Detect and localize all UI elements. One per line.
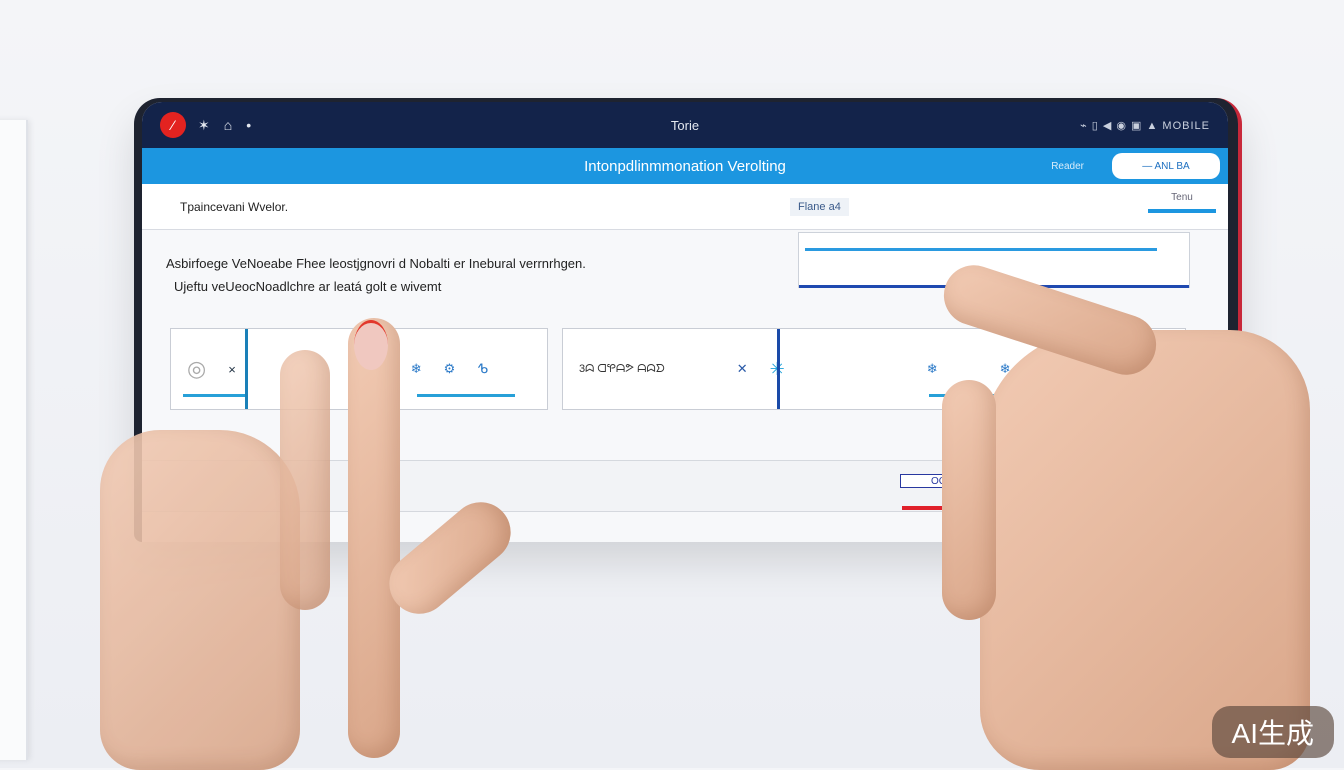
header-link[interactable]: Reader <box>1051 160 1084 172</box>
gear-icon: ⚙ <box>443 361 456 376</box>
section-label: Tpaincevani Wvelor. <box>180 199 289 214</box>
close-icon[interactable]: × <box>228 361 236 377</box>
snowflake-icon: ❄ <box>410 361 422 376</box>
description: Asbirfoege VeNoeabe Fhee leostjgnovri d … <box>166 252 586 298</box>
ai-watermark: AI生成 <box>1211 706 1334 758</box>
page-title: Intonpdlinmmonation Verolting <box>584 157 786 175</box>
tab-tag[interactable]: Tenu <box>1148 192 1216 213</box>
card-bar <box>183 394 245 397</box>
divider <box>777 329 780 409</box>
description-line: Ujeftu veUeocNoadlchre ar leatá golt e w… <box>174 279 442 294</box>
left-hand-finger <box>348 318 400 758</box>
snowflake-icon: ❄ <box>926 361 938 376</box>
left-hand-finger <box>280 350 330 610</box>
divider <box>245 329 248 409</box>
app-header: Intonpdlinmmonation Verolting Reader — A… <box>142 148 1228 184</box>
pin-icon[interactable]: ✶ <box>198 116 210 133</box>
window-title: Torie <box>670 117 700 133</box>
card-bar <box>417 394 515 397</box>
left-hand-palm <box>100 430 300 770</box>
dot-icon: • <box>246 117 252 133</box>
section-row: Tpaincevani Wvelor. Flane a4 Tenu <box>142 184 1228 230</box>
snowflake-icon: ❄ <box>999 361 1011 376</box>
close-icon[interactable]: ✕ <box>736 361 748 376</box>
status-icons: ⌁ ▯ ◀ ◉ ▣ ▲ MOBILE <box>1080 119 1210 132</box>
fingerprint-icon: ◎ <box>187 356 207 381</box>
bell-icon[interactable]: ⌂ <box>223 117 233 133</box>
card-text: 3ᗣ ᗡᕿᗩᕗ ᗩᗣᗤ <box>579 362 665 375</box>
filter-chip[interactable]: Flane a4 <box>790 198 849 216</box>
app-logo-icon[interactable]: ⁄ <box>160 112 186 138</box>
description-line: Asbirfoege VeNoeabe Fhee leostjgnovri d … <box>166 256 586 271</box>
right-hand-thumb <box>942 380 996 620</box>
card-text: ᕹ <box>477 361 489 376</box>
right-hand-palm <box>980 330 1310 770</box>
header-button[interactable]: — ANL BA <box>1112 153 1220 179</box>
status-bar: ⁄ ✶ ⌂ • Torie ⌁ ▯ ◀ ◉ ▣ ▲ MOBILE <box>142 102 1228 148</box>
slider-track[interactable] <box>805 248 1157 251</box>
fingernail <box>354 320 388 370</box>
background-device <box>0 120 28 760</box>
